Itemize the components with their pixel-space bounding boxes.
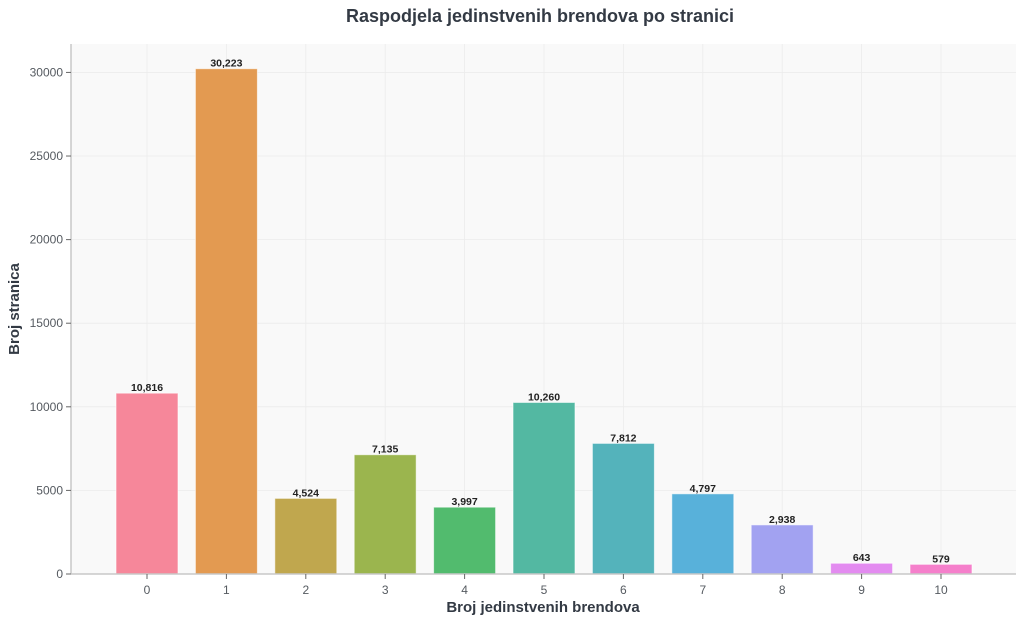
x-tick-label-9: 9 — [858, 583, 865, 597]
bar-0 — [115, 392, 179, 575]
y-tick-label-30000: 30000 — [30, 65, 64, 79]
chart-title: Raspodjela jedinstvenih brendova po stra… — [346, 6, 734, 26]
bar-5 — [512, 401, 576, 575]
bar-6 — [591, 442, 655, 575]
y-tick-label-25000: 25000 — [30, 149, 64, 163]
y-tick-label-5000: 5000 — [36, 483, 63, 497]
x-tick-label-3: 3 — [382, 583, 389, 597]
bar-10 — [909, 563, 973, 575]
data-label-5: 10,260 — [528, 391, 560, 403]
data-label-8: 2,938 — [769, 514, 795, 526]
y-tick-label-0: 0 — [56, 567, 63, 581]
data-label-1: 30,223 — [210, 58, 242, 70]
data-label-7: 4,797 — [690, 483, 716, 495]
y-axis-label: Broj stranica — [6, 262, 23, 354]
bar-3 — [353, 454, 417, 575]
bar-7 — [671, 493, 735, 575]
x-tick-label-0: 0 — [144, 583, 151, 597]
data-label-10: 579 — [932, 553, 950, 565]
x-tick-label-8: 8 — [779, 583, 786, 597]
x-ticks: 0 1 2 3 4 5 6 7 8 9 10 — [144, 574, 948, 597]
bar-2 — [274, 497, 338, 575]
bar-4 — [433, 506, 497, 575]
data-label-4: 3,997 — [451, 496, 477, 508]
y-tick-label-15000: 15000 — [30, 316, 64, 330]
x-tick-label-1: 1 — [223, 583, 230, 597]
bar-9 — [830, 562, 894, 575]
data-label-3: 7,135 — [372, 444, 398, 456]
x-tick-label-10: 10 — [934, 583, 948, 597]
x-tick-label-5: 5 — [541, 583, 548, 597]
data-labels: 10,816 30,223 4,524 7,135 3,997 10,260 7,812 4,… — [131, 58, 950, 566]
x-tick-label-4: 4 — [461, 583, 468, 597]
bars — [115, 68, 973, 575]
bar-8 — [750, 524, 814, 575]
x-axis-label: Broj jedinstvenih brendova — [446, 599, 640, 616]
y-tick-label-20000: 20000 — [30, 233, 64, 247]
data-label-6: 7,812 — [610, 432, 636, 444]
x-tick-label-7: 7 — [699, 583, 706, 597]
x-tick-label-2: 2 — [302, 583, 309, 597]
bar-1 — [194, 68, 258, 575]
data-label-0: 10,816 — [131, 382, 163, 394]
data-label-2: 4,524 — [293, 487, 319, 499]
x-tick-label-6: 6 — [620, 583, 627, 597]
y-tick-label-10000: 10000 — [30, 400, 64, 414]
y-ticks: 0 5000 10000 15000 20000 25000 30000 — [30, 65, 71, 581]
data-label-9: 643 — [853, 552, 871, 564]
